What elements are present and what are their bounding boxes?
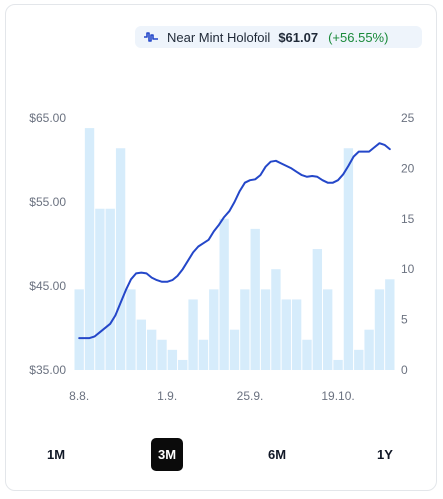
legend-series-name: Near Mint Holofoil (167, 29, 271, 45)
left-axis-tick-label: $45.00 (29, 279, 66, 293)
x-axis-tick-label: 19.10. (321, 389, 354, 403)
volume-bar (209, 289, 219, 370)
right-axis-tick-label: 20 (401, 161, 415, 175)
left-axis-tick-label: $65.00 (29, 111, 66, 125)
volume-bar (219, 218, 229, 370)
volume-bar (115, 148, 126, 370)
pulse-line-icon (144, 32, 158, 42)
volume-bar (167, 349, 178, 370)
volume-bar (136, 319, 146, 370)
volume-bar (240, 289, 250, 370)
volume-bar (74, 289, 84, 370)
legend-pill: Near Mint Holofoil $61.07 (+56.55%) (135, 26, 422, 48)
volume-bar (178, 359, 188, 370)
range-button-1m[interactable]: 1M (46, 447, 66, 462)
right-axis-tick-label: 15 (401, 212, 415, 226)
volume-bar (385, 279, 395, 370)
volume-bar (364, 329, 374, 370)
price-volume-chart: $35.00 $45.00 $55.00 $65.00 0 5 10 15 20 25 8.8. 1.… (29, 111, 415, 403)
right-axis-tick-label: 25 (401, 111, 415, 125)
legend-change: (+56.55%) (328, 29, 389, 45)
volume-bar (188, 299, 198, 370)
legend-price: $61.07 (278, 29, 319, 45)
range-button-1y[interactable]: 1Y (377, 447, 393, 462)
volume-bar (281, 299, 291, 370)
x-axis-tick-label: 25.9. (237, 389, 264, 403)
volume-bar (105, 208, 115, 370)
volume-bar (157, 339, 167, 370)
volume-bar (374, 289, 385, 370)
volume-bar (323, 289, 333, 370)
right-axis-tick-label: 5 (401, 313, 408, 327)
volume-bar (250, 228, 260, 370)
volume-bar (343, 148, 354, 370)
volume-bar (229, 329, 240, 370)
volume-bar (95, 208, 105, 370)
volume-bar (260, 289, 271, 370)
left-axis-tick-label: $35.00 (29, 363, 66, 377)
volume-bar (312, 249, 323, 370)
left-axis-tick-label: $55.00 (29, 195, 66, 209)
x-axis-tick-label: 1.9. (157, 389, 177, 403)
range-button-3m[interactable]: 3M (151, 438, 183, 471)
price-line (78, 142, 391, 340)
volume-bar (84, 128, 95, 370)
volume-bar (126, 289, 136, 370)
volume-bar (291, 299, 302, 370)
right-axis-tick-label: 0 (401, 363, 408, 377)
volume-bar (333, 359, 343, 370)
right-axis-tick-label: 10 (401, 262, 415, 276)
volume-bar (302, 339, 312, 370)
volume-bar (271, 269, 281, 370)
range-button-6m[interactable]: 6M (267, 447, 287, 462)
volume-bar (198, 339, 209, 370)
volume-bar (354, 349, 364, 370)
volume-bar (146, 329, 157, 370)
range-selector: 1M 3M 6M 1Y (0, 438, 443, 472)
x-axis-tick-label: 8.8. (69, 389, 89, 403)
